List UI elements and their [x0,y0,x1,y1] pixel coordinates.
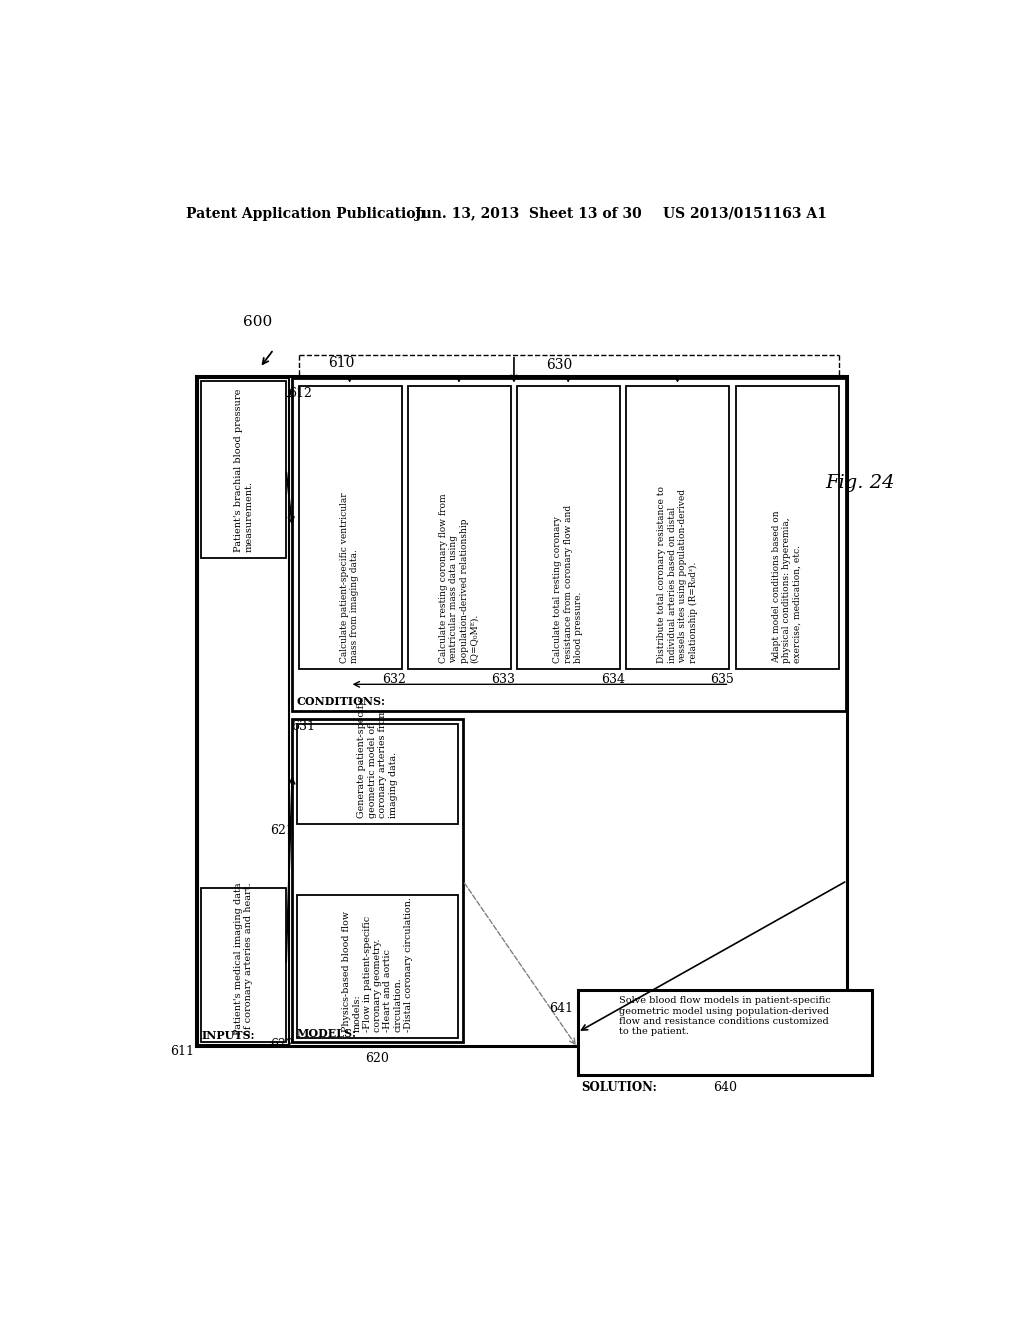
Bar [578,990,872,1074]
Text: 612: 612 [288,387,311,400]
Text: Jun. 13, 2013  Sheet 13 of 30: Jun. 13, 2013 Sheet 13 of 30 [415,207,641,220]
Text: Calculate patient-specific ventricular
mass from imaging data.: Calculate patient-specific ventricular m… [340,492,359,663]
Text: Solve blood flow models in patient-specific
geometric model using population-der: Solve blood flow models in patient-speci… [618,997,830,1036]
Text: Calculate resting coronary flow from
ventricular mass data using
population-deri: Calculate resting coronary flow from ven… [439,494,479,663]
Text: Patient's brachial blood pressure
measurement.: Patient's brachial blood pressure measur… [233,388,253,552]
Bar [408,385,511,669]
Text: Physics-based blood flow
models:
-Flow in patient-specific
coronary geometry.
-H: Physics-based blood flow models: -Flow i… [342,896,414,1032]
Text: 633: 633 [492,673,515,686]
Bar [201,381,286,558]
Text: Patient's medical imaging data
of coronary arteries and heart.: Patient's medical imaging data of corona… [233,883,253,1035]
Text: 611: 611 [170,1044,194,1057]
Bar [735,385,839,669]
Bar [297,723,458,824]
Text: 631: 631 [291,721,314,734]
Text: 634: 634 [601,673,625,686]
Bar [627,385,729,669]
Text: 610: 610 [328,356,354,370]
Text: 632: 632 [382,673,407,686]
Text: Distribute total coronary resistance to
individual arteries based on distal
vess: Distribute total coronary resistance to … [657,486,697,663]
Text: Patent Application Publication: Patent Application Publication [186,207,426,220]
Text: INPUTS:: INPUTS: [202,1030,255,1040]
Bar [201,887,286,1041]
Text: 621: 621 [270,824,294,837]
Text: 641: 641 [550,1002,573,1015]
Text: 630: 630 [546,358,572,372]
Text: US 2013/0151163 A1: US 2013/0151163 A1 [663,207,826,220]
Text: 620: 620 [366,1052,389,1065]
Text: Generate patient-specific
geometric model of
coronary arteries from
imaging data: Generate patient-specific geometric mode… [357,696,397,817]
Bar [297,383,731,671]
Bar [299,385,401,669]
Bar [297,895,458,1038]
Text: Adapt model conditions based on
physical conditions: hyperemia,
exercise, medica: Adapt model conditions based on physical… [772,510,802,663]
Text: CONDITIONS:: CONDITIONS: [296,697,385,708]
Bar [517,385,621,669]
Bar [198,378,289,1044]
Bar [292,719,463,1043]
Bar [292,378,846,711]
Text: 640: 640 [713,1081,736,1094]
Text: Fig. 24: Fig. 24 [825,474,895,492]
Bar [197,376,847,1047]
Text: Calculate total resting coronary
resistance from coronary flow and
blood pressur: Calculate total resting coronary resista… [553,504,583,663]
Text: SOLUTION:: SOLUTION: [582,1081,657,1094]
Text: 622: 622 [270,1038,294,1051]
Text: MODELS:: MODELS: [296,1027,356,1039]
Text: 600: 600 [243,315,272,330]
Text: 635: 635 [711,673,734,686]
